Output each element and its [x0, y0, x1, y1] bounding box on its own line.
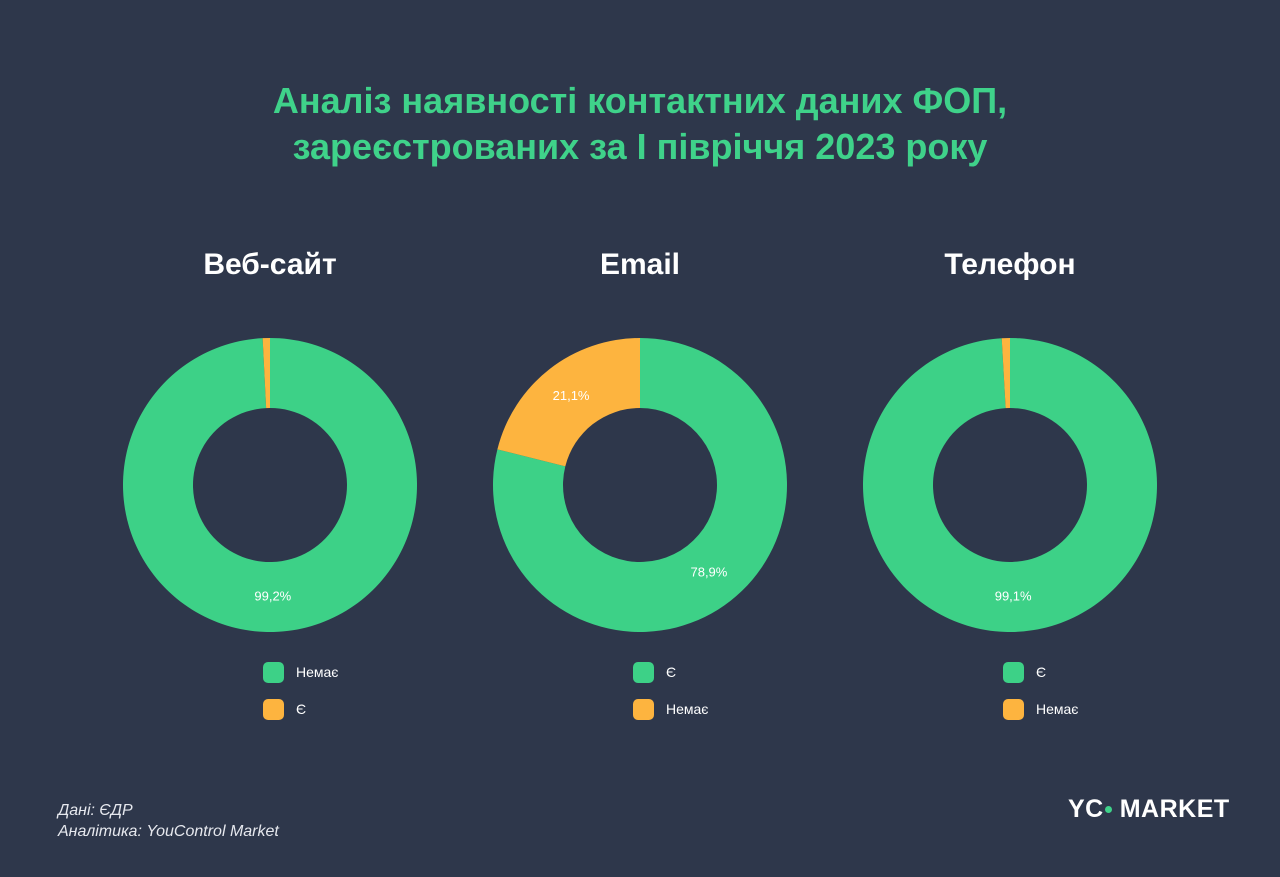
legend-item: Немає	[263, 661, 338, 683]
donut-slice-1	[1001, 338, 1010, 409]
donut-slice-0	[493, 338, 787, 632]
legend-swatch	[633, 661, 654, 683]
legend-label: Немає	[666, 701, 709, 717]
brand-logo: YC MARKET	[1068, 795, 1230, 824]
legend-label: Немає	[296, 664, 339, 680]
legend-swatch	[263, 661, 284, 683]
legend-email: Є Немає	[633, 661, 708, 735]
donut-data-label-1: 21,1%	[553, 388, 590, 403]
legend-item: Є	[633, 661, 708, 683]
donut-slice-1	[262, 338, 270, 409]
legend-label: Є	[1036, 664, 1047, 680]
legend-swatch	[1003, 698, 1024, 720]
donut-chart-phone: 99,1%	[863, 338, 1157, 632]
title-line-2: зареєстрованих за І півріччя 2023 року	[292, 126, 988, 167]
legend-swatch	[263, 698, 284, 720]
legend-website: Немає Є	[263, 661, 338, 735]
donut-chart-website: 99,2%	[123, 338, 417, 632]
title-line-1: Аналіз наявності контактних даних ФОП,	[272, 80, 1008, 121]
legend-label: Немає	[1036, 701, 1079, 717]
donut-slice-0	[123, 338, 417, 632]
chart-title-website: Веб-сайт	[203, 248, 337, 281]
legend-label: Є	[666, 664, 677, 680]
donut-slice-0	[863, 338, 1157, 632]
legend-item: Немає	[633, 698, 708, 720]
chart-title-phone: Телефон	[944, 248, 1076, 281]
legend-swatch	[1003, 661, 1024, 683]
footer-analytics: Аналітика: YouControl Market	[58, 823, 279, 840]
legend-phone: Є Немає	[1003, 661, 1078, 735]
donut-chart-email: 78,9% 21,1%	[493, 338, 787, 632]
page-title: Аналіз наявності контактних даних ФОП, з…	[0, 78, 1280, 170]
logo-text-right: MARKET	[1119, 795, 1230, 823]
legend-item: Є	[1003, 661, 1078, 683]
logo-dot-icon	[1104, 806, 1112, 813]
donut-data-label-0: 78,9%	[690, 565, 727, 580]
donut-slice-1	[497, 338, 640, 467]
legend-item: Немає	[1003, 698, 1078, 720]
donut-data-label-0: 99,2%	[254, 588, 291, 603]
chart-title-email: Email	[599, 248, 681, 281]
footer-source: Дані: ЄДР	[58, 802, 133, 819]
legend-item: Є	[263, 698, 338, 720]
footer-credits: Дані: ЄДР Аналітика: YouControl Market	[58, 800, 279, 842]
logo-text-left: YC	[1068, 795, 1104, 823]
legend-label: Є	[296, 701, 307, 717]
donut-data-label-0: 99,1%	[995, 588, 1032, 603]
legend-swatch	[633, 698, 654, 720]
